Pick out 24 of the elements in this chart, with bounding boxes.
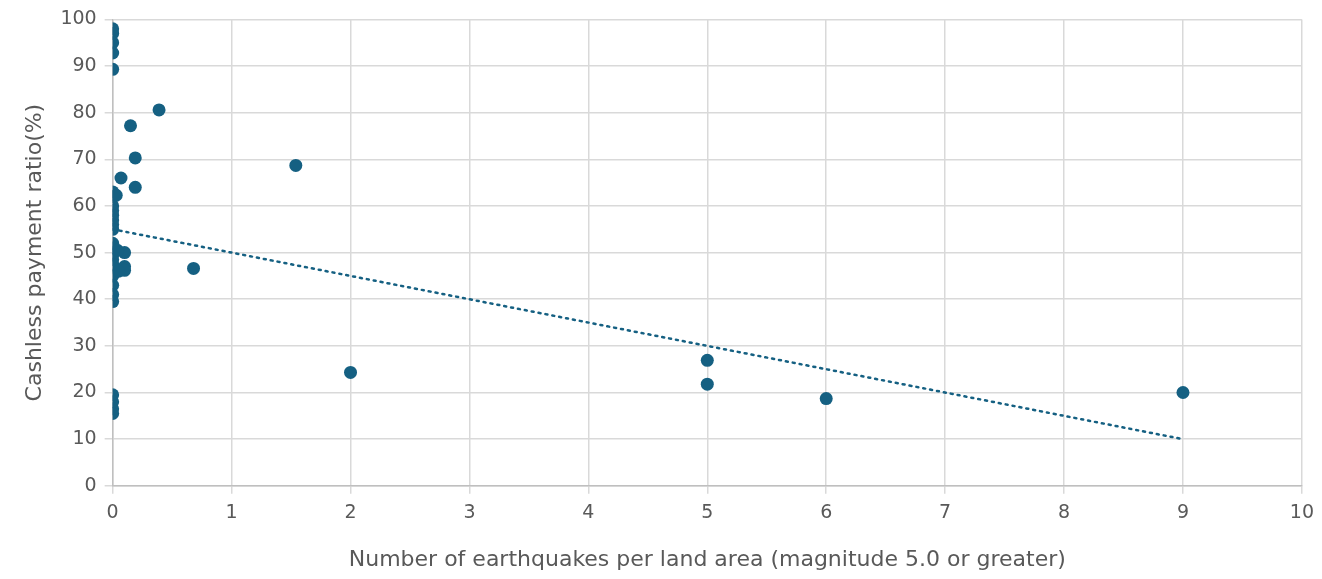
y-tick-label: 80 — [72, 99, 97, 122]
y-tick-label: 10 — [72, 426, 97, 449]
x-tick-label: 2 — [344, 500, 357, 523]
y-axis-title: Cashless payment ratio(%) — [20, 103, 46, 402]
x-tick-label: 9 — [1176, 500, 1190, 523]
y-tick-label: 100 — [60, 6, 97, 29]
x-tick-label: 0 — [106, 500, 119, 523]
y-tick-label: 20 — [72, 379, 97, 402]
y-tick-label: 30 — [72, 332, 97, 355]
x-axis-title: Number of earthquakes per land area (magnitude 5.0 or greater) — [348, 545, 1066, 571]
y-tick-label: 0 — [84, 472, 97, 495]
x-tick-label: 1 — [225, 500, 238, 523]
x-tick-label: 7 — [939, 500, 952, 523]
y-tick-label: 60 — [72, 192, 97, 215]
x-tick-label: 10 — [1289, 500, 1315, 523]
y-tick-label: 50 — [72, 239, 97, 262]
x-tick-label: 3 — [463, 500, 476, 523]
y-tick-label: 70 — [72, 146, 97, 169]
x-tick-label: 6 — [820, 500, 833, 523]
x-tick-label: 5 — [701, 500, 714, 523]
x-tick-label: 8 — [1058, 500, 1071, 523]
y-tick-label: 40 — [72, 286, 97, 309]
x-tick-label: 4 — [582, 500, 595, 523]
y-tick-label: 90 — [72, 52, 97, 75]
